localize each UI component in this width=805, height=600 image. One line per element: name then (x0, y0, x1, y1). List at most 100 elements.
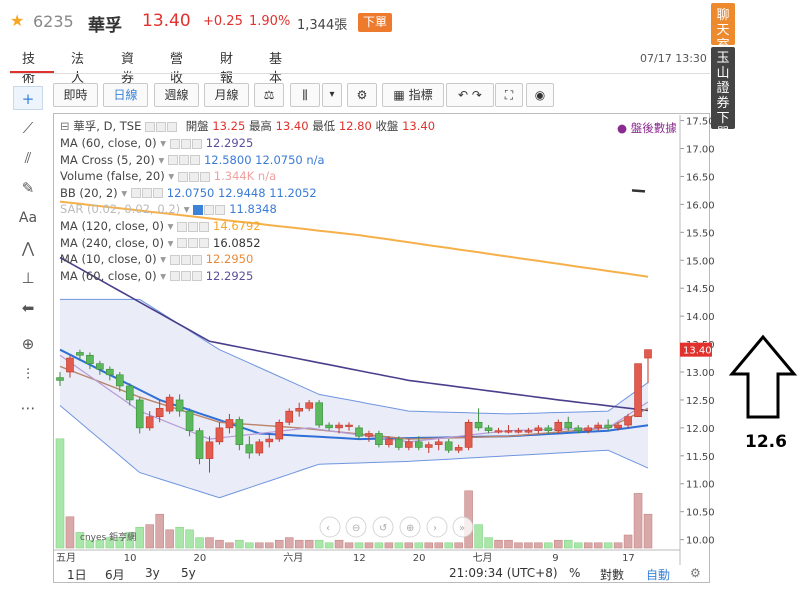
legend-option-icon[interactable] (199, 171, 210, 182)
chevron-down-icon[interactable]: ▾ (164, 169, 178, 184)
star-icon[interactable]: ★ (10, 11, 25, 30)
legend-symbol: 華孚, D, TSE (73, 119, 142, 133)
chevron-down-icon[interactable]: ▾ (163, 219, 178, 233)
range-6m[interactable]: 6月 (105, 568, 125, 582)
monthly-button[interactable]: 月線 (204, 83, 249, 107)
legend-option-icon[interactable] (180, 138, 191, 149)
pattern-icon[interactable]: ⋀ (21, 239, 35, 257)
close-value: 13.40 (402, 119, 436, 133)
legend-row: MA (60, close, 0) ▾ 12.2925 (60, 135, 253, 151)
text-tool-icon[interactable]: Aa (18, 210, 38, 226)
stock-price: 13.40 (142, 11, 191, 31)
legend-option-icon[interactable] (180, 254, 191, 265)
measure-icon[interactable]: ⊥ (21, 269, 35, 287)
legend-option-icon[interactable] (188, 221, 199, 232)
after-hours-link[interactable]: ● 盤後數據 (617, 120, 677, 136)
quote-datetime: 07/17 13:30 (640, 52, 707, 65)
chevron-down-icon[interactable]: ▾ (154, 152, 168, 167)
legend-option-icon[interactable] (169, 138, 180, 149)
undo-icon[interactable]: ↶ (458, 88, 469, 102)
legend-row-label: MA (10, close, 0) (60, 252, 157, 267)
chat-room-label: 聊天室 (716, 8, 730, 53)
legend-option-icon[interactable] (177, 171, 188, 182)
collapse-icon[interactable]: ⊟ (60, 119, 70, 133)
chevron-down-icon[interactable]: ▾ (180, 202, 194, 217)
legend-option-icon[interactable] (199, 221, 210, 232)
legend-row: MA (120, close, 0) ▾ 14.6792 (60, 218, 261, 234)
zoom-in-icon[interactable]: ⊕ (21, 335, 35, 353)
tab-margin[interactable]: 資券 (121, 52, 135, 86)
compare-scale-icon[interactable]: ⚖ (254, 83, 284, 107)
open-value: 13.25 (212, 119, 246, 133)
legend-option-icon[interactable] (180, 271, 191, 282)
chat-room-button[interactable]: 聊天室 (711, 3, 735, 53)
tab-basic[interactable]: 基本 (269, 52, 283, 86)
tab-technical[interactable]: 技術 (22, 52, 36, 86)
low-value: 12.80 (338, 119, 372, 133)
legend-option-icon[interactable] (188, 238, 199, 249)
legend-option-icon[interactable] (188, 171, 199, 182)
range-5y[interactable]: 5y (181, 566, 196, 580)
brush-icon[interactable]: ✎ (21, 179, 35, 197)
camera-icon[interactable]: ◉ (526, 83, 554, 107)
fullscreen-icon[interactable]: ⛶ (495, 83, 523, 107)
legend-option-icon[interactable] (152, 188, 163, 199)
legend-gear-icon[interactable] (156, 121, 167, 132)
chart-settings-icon[interactable]: ⚙ (690, 566, 701, 580)
legend-row-label: MA (240, close, 0) (60, 235, 164, 250)
legend-option-icon[interactable] (199, 238, 210, 249)
trend-line-icon[interactable]: ⟋ (22, 119, 34, 137)
legend-option-icon[interactable] (177, 238, 188, 249)
legend-close-icon[interactable] (167, 121, 178, 132)
crosshair-icon[interactable]: + (13, 86, 43, 110)
undo-redo-buttons[interactable]: ↶ ↷ (446, 83, 494, 107)
realtime-button[interactable]: 即時 (53, 83, 98, 107)
tab-revenue[interactable]: 營收 (170, 52, 184, 86)
auto-toggle[interactable]: 自動 (646, 568, 671, 582)
redo-icon[interactable]: ↷ (471, 88, 482, 102)
chevron-down-icon[interactable]: ▾ (117, 185, 131, 200)
legend-row-value: 14.6792 (213, 219, 261, 233)
legend-option-icon[interactable] (169, 254, 180, 265)
legend-option-icon[interactable] (141, 188, 152, 199)
bar-ruler-icon[interactable]: ⫶ (26, 365, 30, 383)
legend-option-icon[interactable] (130, 188, 141, 199)
legend-option-icon[interactable] (191, 254, 202, 265)
legend-option-icon[interactable] (215, 204, 226, 215)
chevron-down-icon[interactable]: ▾ (163, 235, 178, 250)
chevron-down-icon[interactable]: ▾ (156, 136, 170, 150)
weekly-button[interactable]: 週線 (154, 83, 199, 107)
legend-option-icon[interactable] (177, 221, 188, 232)
tab-financials[interactable]: 財報 (220, 52, 234, 86)
legend-option-icon[interactable] (169, 271, 180, 282)
legend-option-icon[interactable] (191, 271, 202, 282)
log-toggle[interactable]: 對數 (600, 568, 625, 582)
active-tab-indicator (10, 71, 54, 73)
legend-option-icon[interactable] (178, 155, 189, 166)
legend-option-icon[interactable] (167, 155, 178, 166)
range-3y[interactable]: 3y (145, 566, 160, 580)
daily-button[interactable]: 日線 (103, 83, 148, 107)
percent-toggle[interactable]: % (569, 566, 581, 580)
order-button[interactable]: 下單 (358, 13, 392, 32)
stock-volume: 1,344張 (297, 18, 348, 33)
arrow-left-icon[interactable]: ⬅ (21, 299, 35, 317)
legend-option-icon[interactable] (189, 155, 200, 166)
chevron-down-icon[interactable]: ▾ (156, 252, 170, 267)
range-1d[interactable]: 1日 (67, 568, 87, 582)
legend-row-label: Volume (false, 20) (60, 169, 165, 184)
legend-option-icon[interactable] (204, 204, 215, 215)
legend-row-value: 1.344K n/a (213, 169, 277, 184)
legend-option-icon[interactable] (193, 204, 204, 215)
candle-type-icon[interactable]: ⫼ (290, 83, 320, 107)
chevron-down-icon[interactable]: ▾ (322, 83, 342, 107)
more-icon[interactable]: ⋯ (20, 399, 36, 417)
fib-icon[interactable]: ⫽ (24, 149, 32, 167)
legend-eye-icon[interactable] (145, 121, 156, 132)
broker-order-button[interactable]: 玉山證券下單 (711, 47, 735, 141)
chevron-down-icon[interactable]: ▾ (156, 268, 170, 283)
gear-icon[interactable]: ⚙ (347, 83, 377, 107)
legend-option-icon[interactable] (191, 138, 202, 149)
indicators-button[interactable]: ▦ 指標 (382, 83, 444, 107)
tab-institutional[interactable]: 法人 (71, 52, 85, 86)
